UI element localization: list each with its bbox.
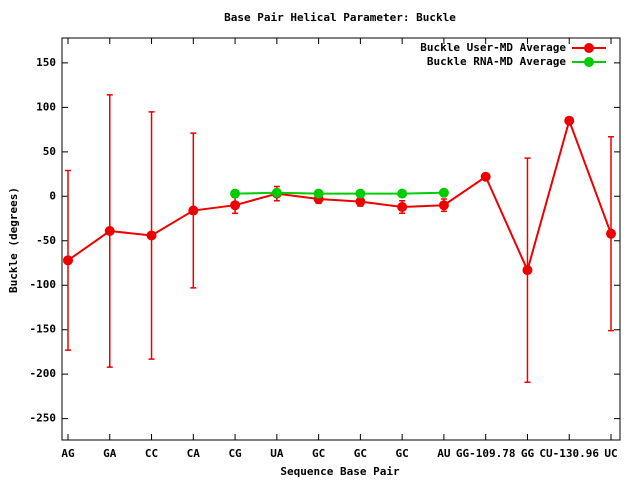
y-tick-label: 100 — [36, 100, 56, 113]
x-tick-label: GG-109.78 — [456, 447, 516, 460]
y-tick-label: 150 — [36, 56, 56, 69]
x-tick-label: GC — [354, 447, 367, 460]
x-tick-label: UA — [270, 447, 284, 460]
data-point — [438, 187, 449, 198]
y-tick-label: -50 — [36, 234, 56, 247]
data-point — [522, 265, 533, 276]
y-tick-label: -250 — [30, 412, 57, 425]
y-axis-label: Buckle (degrees) — [7, 187, 20, 293]
y-tick-label: -100 — [30, 278, 57, 291]
data-point — [564, 115, 575, 126]
legend-marker — [584, 57, 594, 67]
data-point — [397, 201, 408, 212]
data-point — [230, 200, 241, 211]
data-point — [230, 188, 241, 199]
data-point — [438, 200, 449, 211]
chart-title: Base Pair Helical Parameter: Buckle — [224, 11, 456, 24]
data-point — [146, 230, 157, 241]
x-tick-label: CA — [187, 447, 201, 460]
data-point — [480, 171, 491, 182]
x-tick-label: CG — [228, 447, 242, 460]
data-point — [188, 205, 199, 216]
data-point — [313, 188, 324, 199]
x-axis-label: Sequence Base Pair — [280, 465, 400, 478]
data-point — [271, 187, 282, 198]
x-tick-label: CU-130.96 — [539, 447, 599, 460]
y-tick-label: -150 — [30, 323, 57, 336]
data-point — [63, 255, 73, 266]
x-tick-label: UC — [604, 447, 617, 460]
legend-marker — [584, 43, 594, 53]
series-line — [67, 117, 612, 274]
x-tick-label: GG — [521, 447, 535, 460]
y-tick-label: -200 — [30, 367, 57, 380]
legend-label: Buckle RNA-MD Average — [427, 55, 566, 68]
data-point — [355, 196, 366, 207]
data-point — [397, 188, 408, 199]
x-tick-label: AG — [61, 447, 75, 460]
x-tick-label: AU — [437, 447, 451, 460]
y-tick-label: 50 — [43, 145, 56, 158]
x-tick-label: GA — [103, 447, 117, 460]
data-point — [355, 188, 366, 199]
data-point — [104, 225, 115, 236]
plot-frame — [61, 37, 621, 441]
x-tick-label: GC — [396, 447, 409, 460]
legend-label: Buckle User-MD Average — [420, 41, 566, 54]
series-line — [235, 191, 444, 195]
x-tick-label: GC — [312, 447, 325, 460]
x-tick-label: CC — [145, 447, 158, 460]
data-point — [606, 228, 616, 239]
y-tick-label: 0 — [49, 189, 56, 202]
